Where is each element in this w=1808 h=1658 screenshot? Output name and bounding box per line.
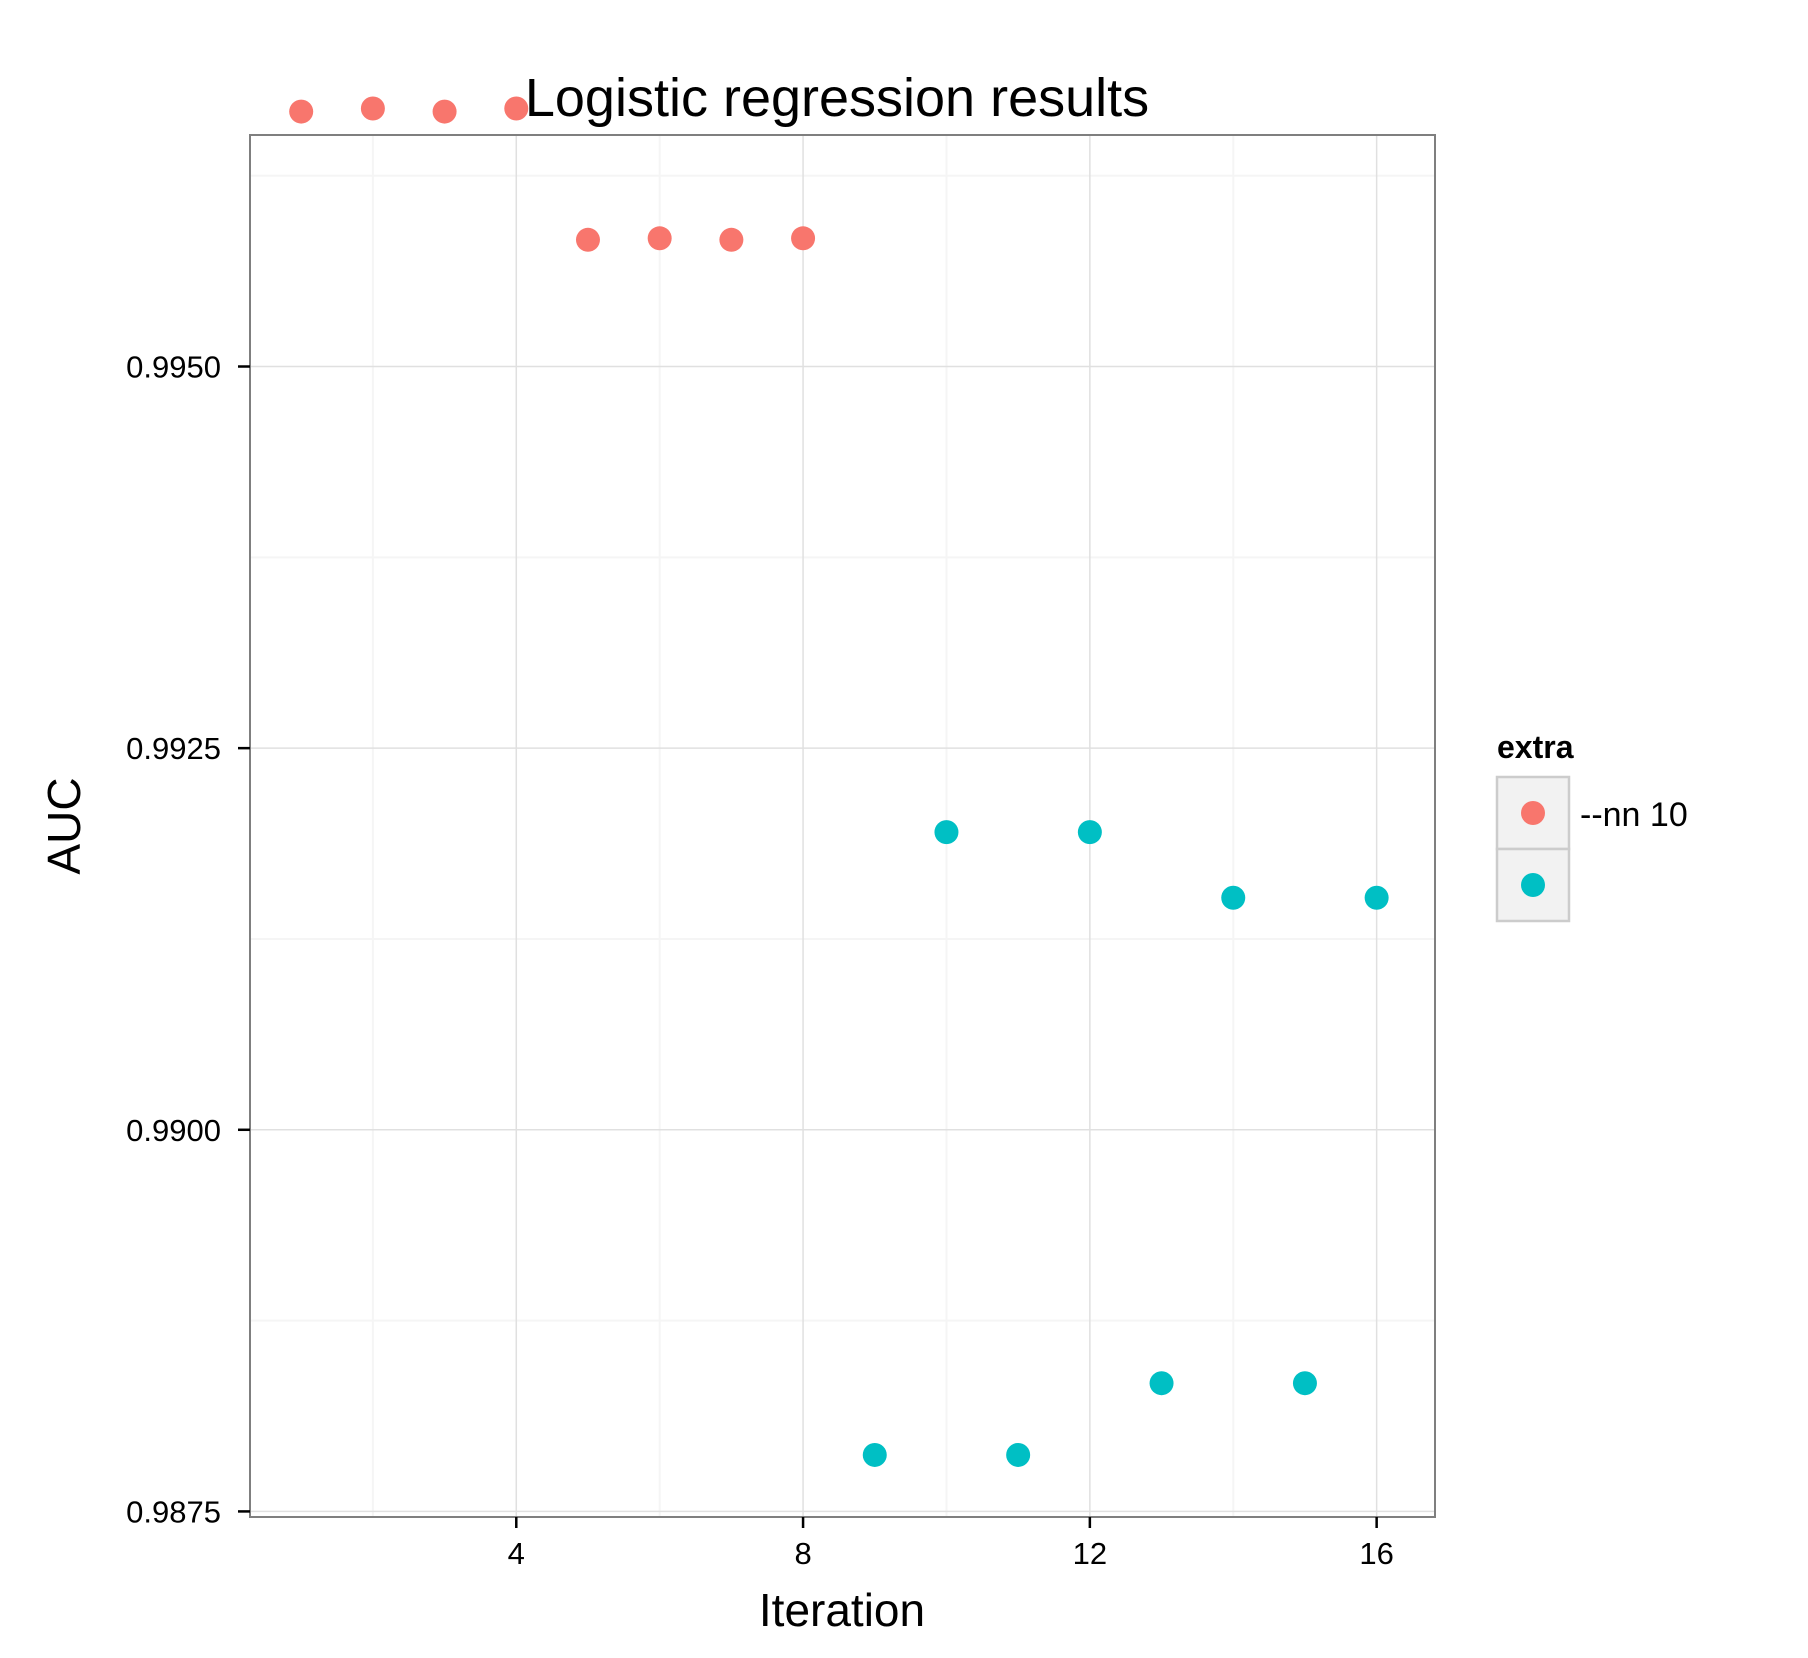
legend-title: extra bbox=[1497, 729, 1574, 765]
x-axis: 4 8 12 16 bbox=[508, 1517, 1394, 1571]
data-point-series-2 bbox=[1221, 885, 1246, 910]
legend: extra --nn 10 bbox=[1495, 729, 1688, 923]
y-tick-label: 0.9925 bbox=[126, 731, 221, 766]
y-axis: 0.9875 0.9900 0.9925 0.9950 bbox=[126, 350, 250, 1529]
data-point-series-1 bbox=[719, 227, 744, 252]
x-axis-title: Iteration bbox=[759, 1584, 925, 1636]
y-tick-label: 0.9900 bbox=[126, 1113, 221, 1148]
data-point-series-1 bbox=[432, 99, 457, 124]
chart-title: Logistic regression results bbox=[525, 68, 1149, 128]
data-point-series-2 bbox=[1149, 1371, 1174, 1396]
data-point-series-1 bbox=[791, 226, 816, 251]
data-point-series-2 bbox=[862, 1442, 887, 1467]
data-point-series-2 bbox=[1364, 885, 1389, 910]
y-tick-label: 0.9950 bbox=[126, 350, 221, 385]
data-point-series-2 bbox=[934, 820, 959, 845]
data-point-series-2 bbox=[1077, 820, 1102, 845]
y-tick-label: 0.9875 bbox=[126, 1494, 221, 1529]
plot-panel-border bbox=[249, 134, 1436, 1518]
data-point-series-1 bbox=[575, 227, 600, 252]
data-points bbox=[289, 96, 1389, 1467]
x-tick-label: 4 bbox=[508, 1536, 525, 1571]
data-point-series-2 bbox=[1292, 1371, 1317, 1396]
x-tick-label: 12 bbox=[1073, 1536, 1107, 1571]
data-point-series-1 bbox=[504, 96, 529, 121]
x-tick-label: 16 bbox=[1359, 1536, 1393, 1571]
data-point-series-1 bbox=[289, 99, 314, 124]
data-point-series-1 bbox=[647, 226, 672, 251]
data-point-series-1 bbox=[360, 96, 385, 121]
legend-label-series-1: --nn 10 bbox=[1580, 796, 1688, 834]
legend-key-series-1 bbox=[1521, 801, 1545, 825]
legend-key-series-2 bbox=[1521, 873, 1545, 897]
data-point-series-2 bbox=[1006, 1442, 1031, 1467]
x-tick-label: 8 bbox=[794, 1536, 811, 1571]
y-axis-title: AUC bbox=[38, 777, 90, 874]
